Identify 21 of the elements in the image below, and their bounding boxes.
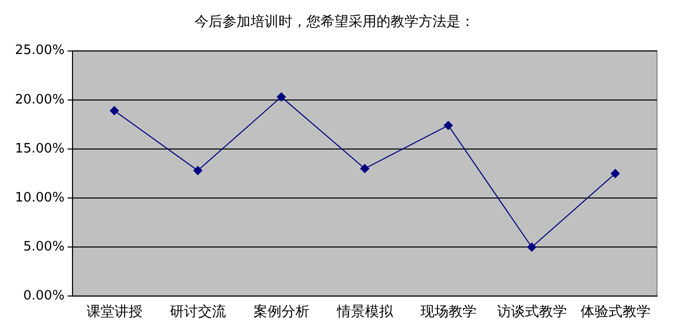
x-tick-label: 课堂讲授: [86, 304, 142, 320]
point: [276, 92, 286, 102]
point: [444, 120, 453, 130]
point: [110, 106, 119, 116]
x-tick-label: 体验式教学: [580, 304, 650, 320]
y-tick-label: 0.00%: [23, 288, 65, 304]
y-tick-label: 25.00%: [14, 43, 65, 58]
x-tick-label: 情景模拟: [336, 304, 394, 320]
point: [527, 242, 536, 252]
x-tick-label: 案例分析: [253, 303, 310, 320]
x-tick-label: 访谈式教学: [496, 304, 567, 320]
point: [610, 169, 620, 178]
y-tick-label: 20.00%: [14, 92, 65, 108]
point: [193, 166, 202, 176]
chart-title: 今后参加培训时，您希望采用的教学方法是：: [194, 14, 474, 30]
y-tick-label: 15.00%: [14, 141, 65, 156]
y-tick-label: 5.00%: [23, 239, 65, 254]
x-tick-label: 现场教学: [420, 304, 476, 320]
x-tick-label: 研讨交流: [170, 304, 226, 320]
y-tick-label: 10.00%: [14, 190, 65, 206]
point: [360, 164, 370, 174]
